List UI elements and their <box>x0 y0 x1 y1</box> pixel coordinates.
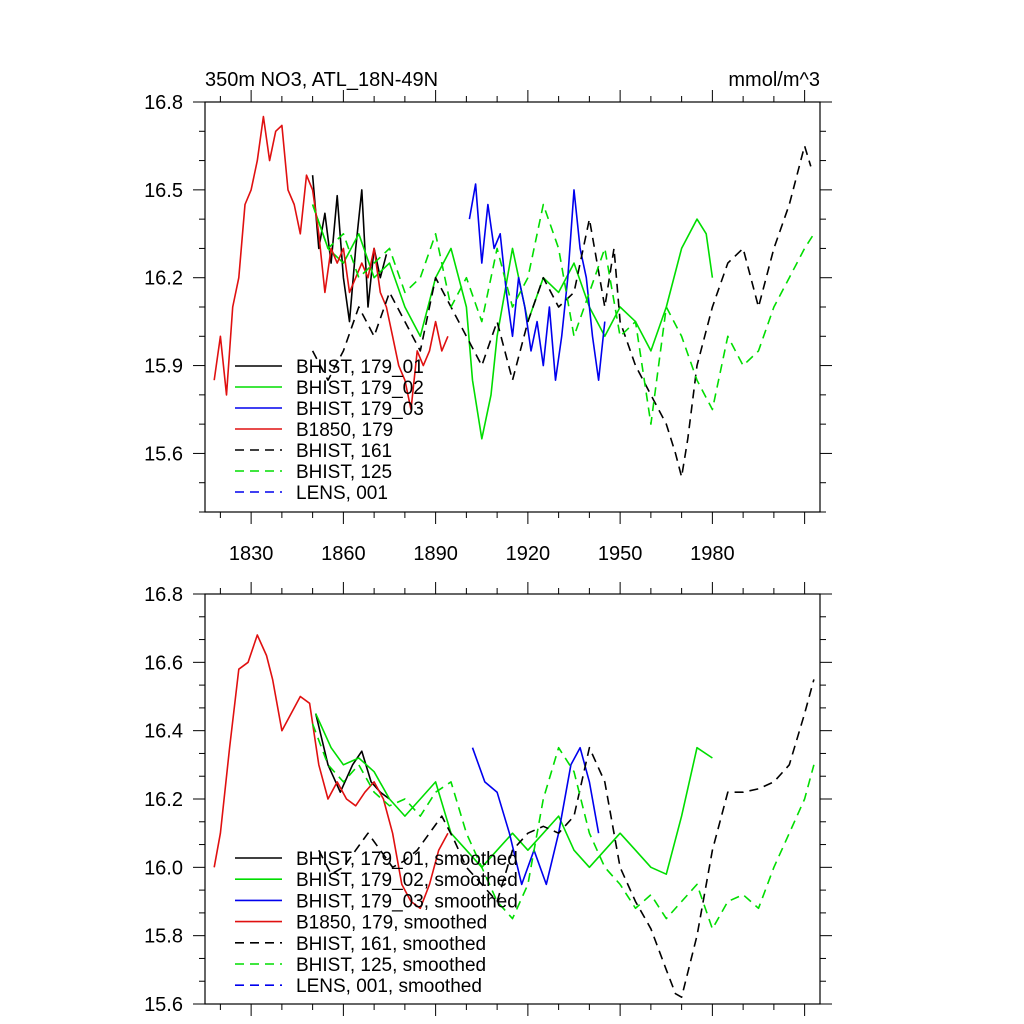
y-tick-label: 16.8 <box>144 92 183 114</box>
y-tick-label: 16.4 <box>144 721 183 743</box>
y-tick-label: 16.8 <box>144 584 183 606</box>
top-panel: 1830 1860 1890 1920 1950 1980 15.6 15.9 16.2 16.5… <box>144 90 832 565</box>
legend-label: LENS, 001, smoothed <box>296 976 482 997</box>
bottom-panel: 15.6 15.8 16.0 16.2 16.4 16.6 16.8 BHIST, 179_0… <box>144 582 832 1016</box>
x-tick-label: 1980 <box>690 543 735 565</box>
series-line <box>314 713 390 800</box>
legend-label: BHIST, 179_02 <box>296 378 424 399</box>
y-tick-label: 15.8 <box>144 926 183 948</box>
legend-label: BHIST, 179_02, smoothed <box>296 870 518 891</box>
legend-label: BHIST, 179_01 <box>296 357 424 378</box>
x-tick-label: 1920 <box>506 543 551 565</box>
series-line <box>318 679 815 999</box>
legend-label: BHIST, 125, smoothed <box>296 955 486 976</box>
series-line <box>213 115 449 411</box>
series-line <box>314 713 713 876</box>
series-line <box>311 145 812 478</box>
chart-title: 350m NO3, ATL_18N-49N <box>205 69 438 91</box>
series-line <box>311 175 388 323</box>
y-tick-label: 16.0 <box>144 857 183 879</box>
y-tick-label: 15.9 <box>144 356 183 378</box>
series-line <box>311 203 815 425</box>
legend-label: BHIST, 161 <box>296 441 392 462</box>
legend-label: LENS, 001 <box>296 483 388 504</box>
series-line <box>311 723 815 930</box>
legend-label: BHIST, 125 <box>296 462 392 483</box>
y-tick-label: 16.2 <box>144 789 183 811</box>
series-line <box>213 634 449 910</box>
series-line <box>311 204 714 440</box>
y-tick-label: 16.5 <box>144 180 183 202</box>
x-tick-label: 1950 <box>598 543 643 565</box>
legend-label: BHIST, 179_03 <box>296 399 424 420</box>
series-line <box>468 183 606 382</box>
legend-label: BHIST, 179_01, smoothed <box>296 849 518 870</box>
legend-label: B1850, 179 <box>296 420 393 441</box>
legend-label: BHIST, 179_03, smoothed <box>296 891 518 912</box>
legend-label: BHIST, 161, smoothed <box>296 934 486 955</box>
x-tick-label: 1860 <box>321 543 366 565</box>
y-tick-label: 15.6 <box>144 994 183 1016</box>
y-tick-label: 16.6 <box>144 652 183 674</box>
y-tick-label: 16.2 <box>144 268 183 290</box>
series-line <box>471 746 600 886</box>
x-tick-label: 1830 <box>229 543 274 565</box>
units-label: mmol/m^3 <box>728 69 820 91</box>
x-tick-label: 1890 <box>413 543 458 565</box>
y-tick-label: 15.6 <box>144 443 183 465</box>
legend-label: B1850, 179, smoothed <box>296 913 487 934</box>
